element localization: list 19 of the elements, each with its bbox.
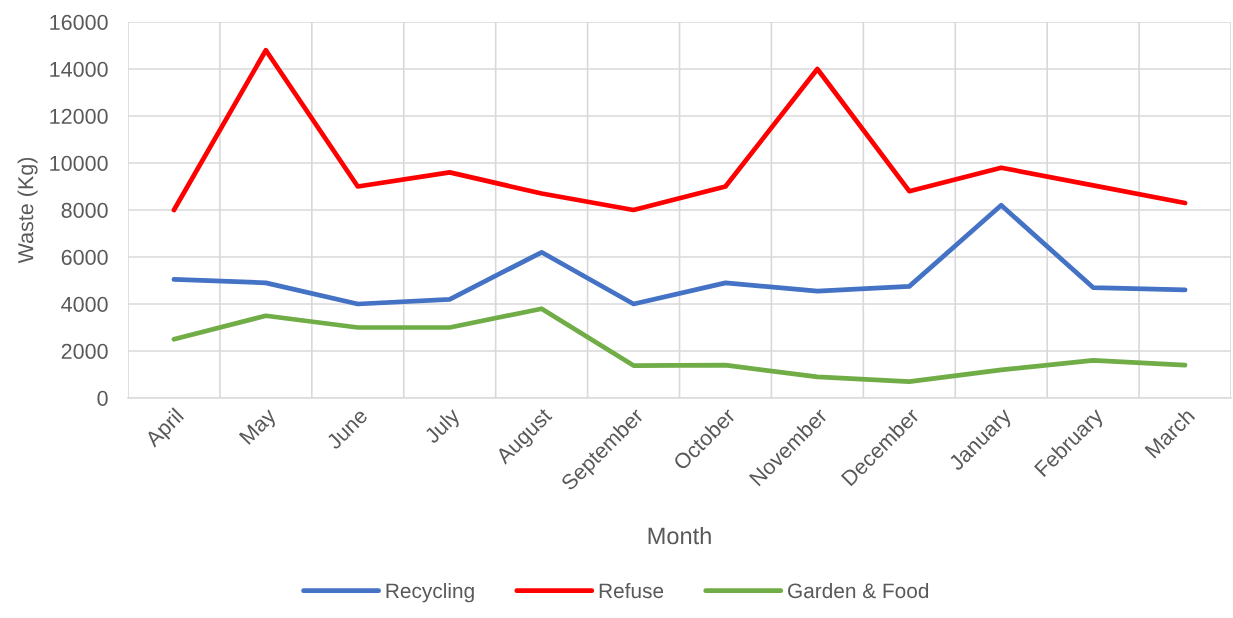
legend-label: Recycling — [386, 582, 474, 603]
y-axis-title: Waste (Kg) — [17, 157, 38, 264]
y-tick-label: 12000 — [50, 108, 108, 125]
y-tick-label: 16000 — [50, 14, 108, 31]
y-tick-label: 10000 — [50, 155, 108, 172]
y-tick-label: 0 — [97, 390, 108, 407]
legend-label: Refuse — [599, 582, 664, 599]
x-axis-title: Month — [648, 526, 711, 545]
legend-label: Garden & Food — [788, 582, 929, 599]
y-tick-label: 4000 — [61, 296, 108, 313]
y-tick-label: 14000 — [50, 61, 108, 78]
y-tick-label: 2000 — [61, 343, 108, 360]
y-tick-label: 8000 — [61, 202, 108, 219]
x-tick-label: July — [422, 406, 464, 448]
y-tick-label: 6000 — [61, 249, 108, 266]
line-series — [171, 202, 1188, 307]
line-series — [171, 306, 1188, 384]
line-series — [171, 47, 1188, 213]
x-tick-label: May — [238, 406, 281, 449]
